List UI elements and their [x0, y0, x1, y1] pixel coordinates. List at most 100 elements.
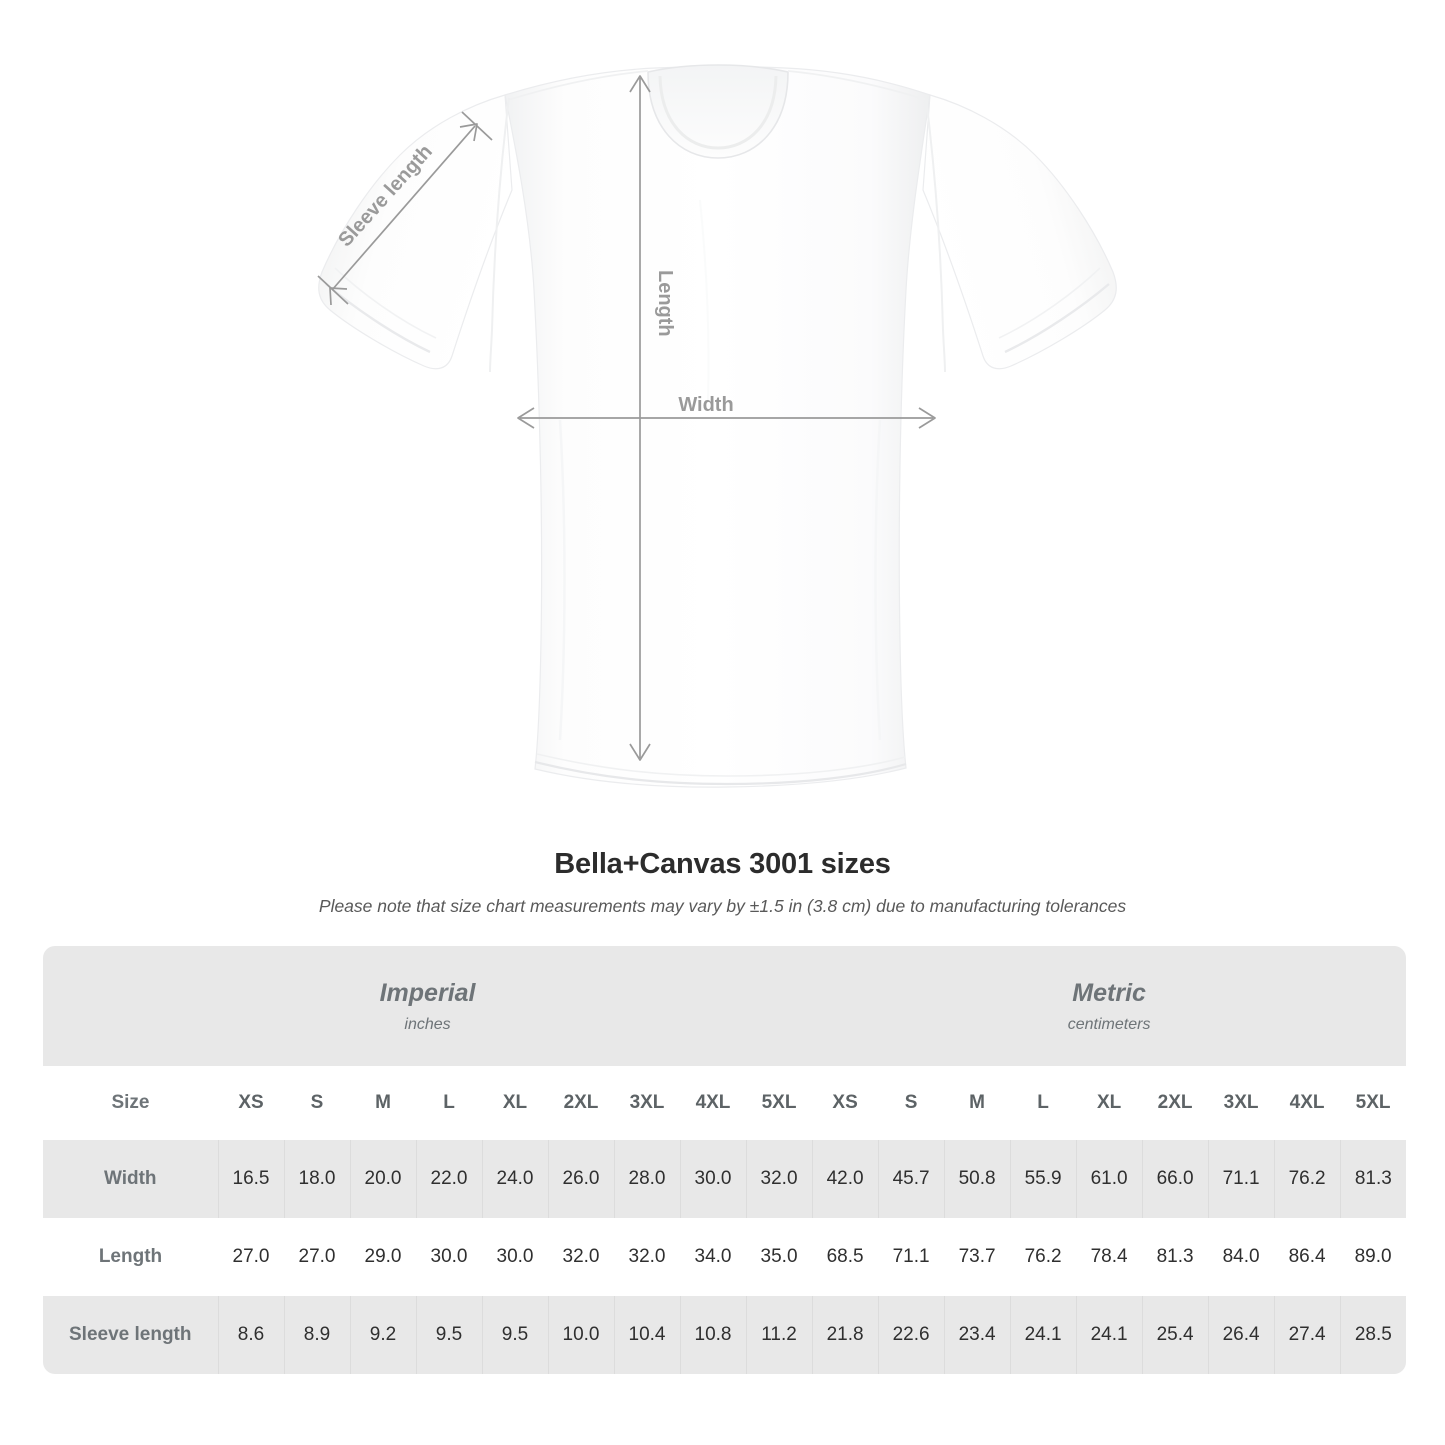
cell-sleeve-imperial-5xl: 11.2 — [745, 1296, 813, 1374]
width-label: Width — [678, 394, 733, 416]
right-sleeve — [922, 94, 1117, 370]
cell-length-metric-xl: 78.4 — [1090, 1246, 1128, 1267]
cell-length-imperial-5xl: 35.0 — [760, 1246, 798, 1267]
tolerance-note: Please note that size chart measurements… — [318, 896, 1127, 916]
cell-sleeve-imperial-4xl: 10.8 — [679, 1296, 746, 1374]
cell-sleeve-imperial-2xl: 10.0 — [547, 1296, 614, 1374]
right-shoulder-seam — [787, 70, 928, 101]
cell-sleeve-imperial-s: 8.9 — [283, 1296, 350, 1374]
cell-length-imperial-xl: 30.0 — [496, 1246, 534, 1267]
col-header-imperial-s: S — [310, 1092, 324, 1113]
length-label: Length — [654, 270, 676, 337]
unit-group-imperial: Imperial inches — [43, 946, 813, 1066]
cell-length-imperial-2xl: 32.0 — [562, 1246, 600, 1267]
cell-width-imperial-3xl: 28.0 — [613, 1140, 680, 1218]
measurement-arrows — [317, 75, 936, 761]
collar-rib — [658, 75, 778, 150]
cell-width-imperial-xs: 16.5 — [217, 1140, 284, 1218]
cell-sleeve-metric-xl: 24.1 — [1075, 1296, 1143, 1374]
cell-width-metric-m: 50.8 — [943, 1140, 1011, 1218]
cell-width-imperial-m: 20.0 — [349, 1140, 416, 1218]
cell-sleeve-metric-5xl: 28.5 — [1339, 1296, 1407, 1374]
cell-width-metric-5xl: 81.3 — [1339, 1140, 1407, 1218]
fold-line-left — [558, 419, 566, 741]
col-header-imperial-xl: XL — [502, 1092, 528, 1113]
hem-line-inner — [536, 753, 906, 777]
right-armhole-seam — [925, 97, 946, 373]
table-corner-label: Size — [111, 1092, 150, 1113]
col-header-imperial-4xl: 4XL — [695, 1092, 731, 1113]
row-label-sleeve-length: Sleeve length — [69, 1324, 192, 1345]
col-header-imperial-5xl: 5XL — [761, 1092, 797, 1113]
unit-group-imperial-title: Imperial — [379, 979, 476, 1008]
cell-width-metric-2xl: 66.0 — [1141, 1140, 1209, 1218]
cell-length-metric-s: 71.1 — [892, 1246, 930, 1267]
col-header-imperial-l: L — [443, 1092, 455, 1113]
col-header-imperial-xs: XS — [238, 1092, 264, 1113]
col-header-metric-s: S — [904, 1092, 918, 1113]
left-shoulder-seam — [507, 70, 649, 101]
col-header-metric-3xl: 3XL — [1223, 1092, 1259, 1113]
cell-length-metric-4xl: 86.4 — [1288, 1246, 1326, 1267]
col-header-metric-xs: XS — [832, 1092, 858, 1113]
page-title: Bella+Canvas 3001 sizes — [554, 848, 891, 880]
cell-sleeve-metric-2xl: 25.4 — [1141, 1296, 1209, 1374]
cell-length-metric-2xl: 81.3 — [1156, 1246, 1194, 1267]
right-cuff — [1004, 283, 1110, 354]
cell-width-imperial-s: 18.0 — [283, 1140, 350, 1218]
cell-width-metric-4xl: 76.2 — [1273, 1140, 1341, 1218]
cell-sleeve-metric-l: 24.1 — [1009, 1296, 1077, 1374]
cell-sleeve-imperial-l: 9.5 — [415, 1296, 482, 1374]
col-header-metric-l: L — [1037, 1092, 1049, 1113]
cell-width-imperial-4xl: 30.0 — [679, 1140, 746, 1218]
cell-width-metric-s: 45.7 — [877, 1140, 945, 1218]
cell-length-metric-5xl: 89.0 — [1354, 1246, 1392, 1267]
table-row: Width 16.5 18.0 20.0 22.0 24.0 26.0 28.0… — [43, 1140, 1407, 1218]
col-header-metric-4xl: 4XL — [1289, 1092, 1325, 1113]
col-header-metric-m: M — [969, 1092, 985, 1113]
cell-sleeve-imperial-xl: 9.5 — [481, 1296, 548, 1374]
row-label-length: Length — [98, 1246, 163, 1267]
left-armhole-seam — [489, 97, 510, 373]
col-header-metric-5xl: 5XL — [1355, 1092, 1391, 1113]
unit-group-metric-subtitle: centimeters — [1067, 1015, 1151, 1033]
col-header-imperial-3xl: 3XL — [629, 1092, 665, 1113]
col-header-metric-xl: XL — [1096, 1092, 1122, 1113]
cell-length-imperial-m: 29.0 — [364, 1246, 402, 1267]
col-header-metric-2xl: 2XL — [1157, 1092, 1193, 1113]
unit-group-header-row: Imperial inches Metric centimeters — [43, 946, 1407, 1066]
table-row: Length 27.0 27.0 29.0 30.0 30.0 32.0 32.… — [43, 1218, 1407, 1296]
cell-length-metric-xs: 68.5 — [826, 1246, 864, 1267]
cell-sleeve-metric-3xl: 26.4 — [1207, 1296, 1275, 1374]
cell-width-metric-l: 55.9 — [1009, 1140, 1077, 1218]
table-header-row: Size XS S M L XL 2XL 3XL 4XL 5XL XS S M … — [43, 1066, 1407, 1140]
table-row: Sleeve length 8.6 8.9 9.2 9.5 9.5 10.0 1… — [43, 1296, 1407, 1374]
unit-group-metric: Metric centimeters — [812, 946, 1407, 1066]
cell-sleeve-metric-xs: 21.8 — [811, 1296, 879, 1374]
cell-width-metric-xs: 42.0 — [811, 1140, 879, 1218]
width-arrow — [517, 407, 936, 429]
cell-length-imperial-3xl: 32.0 — [628, 1246, 666, 1267]
cell-width-imperial-l: 22.0 — [415, 1140, 482, 1218]
cell-length-imperial-xs: 27.0 — [232, 1246, 270, 1267]
cell-width-imperial-2xl: 26.0 — [547, 1140, 614, 1218]
cell-sleeve-metric-4xl: 27.4 — [1273, 1296, 1341, 1374]
size-chart-table: Imperial inches Metric centimeters Size … — [43, 946, 1407, 1374]
cell-sleeve-metric-s: 22.6 — [877, 1296, 945, 1374]
row-label-width: Width — [103, 1168, 157, 1189]
cell-sleeve-imperial-3xl: 10.4 — [613, 1296, 680, 1374]
cell-width-imperial-5xl: 32.0 — [745, 1140, 813, 1218]
cell-length-metric-m: 73.7 — [958, 1246, 996, 1267]
shirt-illustration: Length Width Sleeve length — [317, 64, 1117, 788]
cell-length-metric-3xl: 84.0 — [1222, 1246, 1260, 1267]
sleeve-length-arrow — [317, 111, 493, 306]
shirt-body-group — [318, 64, 1117, 788]
cell-sleeve-metric-m: 23.4 — [943, 1296, 1011, 1374]
cell-width-metric-3xl: 71.1 — [1207, 1140, 1275, 1218]
cell-length-metric-l: 76.2 — [1024, 1246, 1062, 1267]
cell-width-metric-xl: 61.0 — [1075, 1140, 1143, 1218]
fold-line-center — [699, 199, 710, 401]
cell-width-imperial-xl: 24.0 — [481, 1140, 548, 1218]
hem-line — [534, 760, 907, 786]
